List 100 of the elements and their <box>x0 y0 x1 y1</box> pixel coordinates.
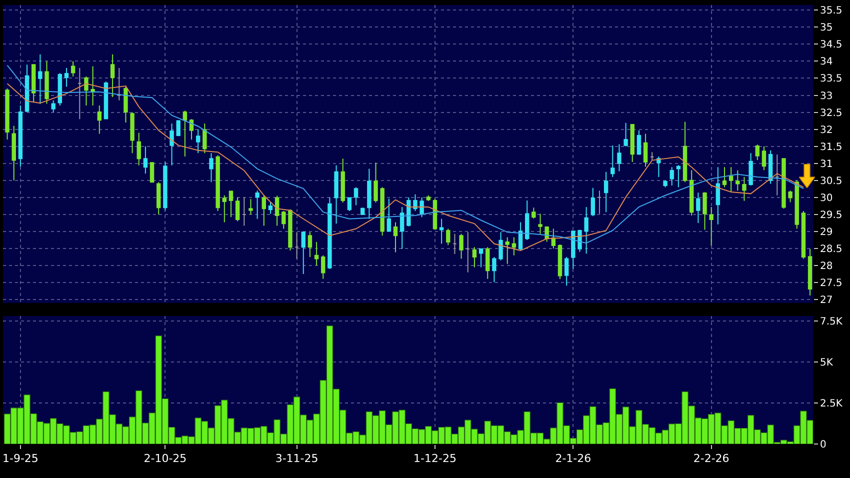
candlestick <box>808 248 812 296</box>
candlestick <box>104 81 108 120</box>
candlestick <box>498 232 503 261</box>
candlestick <box>117 68 122 101</box>
y-tick-label: 30.5 <box>820 176 842 187</box>
candlestick <box>472 246 477 268</box>
candlestick <box>630 124 634 162</box>
candlestick <box>18 104 23 168</box>
candlestick <box>762 146 766 171</box>
candlestick <box>420 196 424 218</box>
candlestick <box>156 182 161 215</box>
candlestick <box>150 162 154 183</box>
x-tick-label: 2-10-25 <box>144 452 187 466</box>
candlestick <box>736 170 740 192</box>
candlestick <box>393 222 398 253</box>
candlestick <box>636 130 642 156</box>
candlestick <box>716 166 720 225</box>
x-tick-label: 1-9-25 <box>2 452 38 466</box>
candlestick <box>604 171 608 213</box>
candlestick <box>248 198 253 215</box>
y-tick-label: 28.5 <box>820 244 842 256</box>
y-tick-label: 31 <box>820 158 833 170</box>
candlestick <box>794 180 799 230</box>
candlestick <box>518 222 523 251</box>
candlestick <box>584 206 588 254</box>
candlestick <box>294 232 299 260</box>
candlestick <box>328 196 332 270</box>
y-tick-label: 27 <box>820 295 833 306</box>
candlestick <box>624 122 628 147</box>
candlestick <box>564 256 569 286</box>
candlestick <box>288 210 292 252</box>
y-tick-label: 2.5K <box>820 398 843 410</box>
candlestick <box>650 152 654 160</box>
candlestick <box>400 206 404 250</box>
y-tick-label: 35 <box>820 22 833 34</box>
candlestick <box>702 192 707 230</box>
candlestick <box>176 120 180 137</box>
candlestick <box>170 123 174 166</box>
candlestick <box>360 207 365 215</box>
candlestick <box>374 162 378 204</box>
candlestick <box>413 194 418 212</box>
candlestick <box>334 164 338 224</box>
x-tick-label: 1-12-25 <box>414 452 456 466</box>
candlestick <box>301 230 306 275</box>
candlestick <box>347 196 352 212</box>
candlestick <box>386 198 392 232</box>
candlestick <box>44 60 49 104</box>
y-tick-label: 34 <box>820 56 833 68</box>
x-tick-label: 2-2-26 <box>693 452 730 466</box>
y-tick-label: 0 <box>820 440 826 450</box>
y-tick-label: 29.5 <box>820 210 842 221</box>
x-tick-label: 2-1-26 <box>555 452 592 466</box>
candlestick <box>492 256 496 283</box>
candlestick <box>439 218 444 244</box>
candlestick <box>406 196 411 227</box>
candlestick <box>340 158 345 204</box>
candlestick <box>676 164 681 188</box>
y-tick-label: 32 <box>820 124 833 136</box>
candlestick <box>130 112 134 154</box>
candlestick <box>282 210 286 230</box>
candlestick <box>84 76 88 106</box>
candlestick <box>196 128 200 154</box>
candlestick <box>51 100 56 113</box>
candlestick <box>12 125 16 181</box>
candlestick <box>801 210 806 260</box>
candlestick <box>558 244 562 280</box>
candlestick <box>610 144 615 178</box>
candlestick <box>478 248 484 268</box>
candlestick <box>380 186 384 236</box>
candlestick <box>314 242 319 266</box>
y-tick-label: 33.5 <box>820 74 842 85</box>
candlestick <box>728 166 734 193</box>
candlestick <box>70 60 76 78</box>
y-tick-label: 34.5 <box>820 40 842 51</box>
candlestick <box>189 118 194 140</box>
candlestick <box>262 194 266 226</box>
y-tick-label: 27.5 <box>820 278 842 290</box>
candlestick <box>216 154 220 212</box>
candlestick <box>452 233 457 254</box>
candlestick <box>78 68 82 120</box>
candlestick <box>242 196 246 226</box>
candlestick <box>551 228 556 250</box>
y-tick-label: 30 <box>820 192 833 204</box>
candlestick <box>426 194 431 202</box>
y-tick-label: 7.5K <box>820 316 843 328</box>
candlestick <box>709 206 714 246</box>
candlestick <box>90 66 95 106</box>
candlestick <box>768 150 773 184</box>
candlestick <box>255 190 260 220</box>
candlestick <box>228 190 234 218</box>
candlestick <box>163 162 168 211</box>
candlestick <box>512 236 516 256</box>
candlestick <box>354 186 358 206</box>
candlestick <box>97 104 102 134</box>
candlestick <box>222 194 227 223</box>
y-tick-label: 5K <box>820 357 834 368</box>
candlestick <box>532 207 536 220</box>
candlestick <box>64 68 69 88</box>
candlestick <box>459 233 464 260</box>
candlestick <box>643 133 648 168</box>
